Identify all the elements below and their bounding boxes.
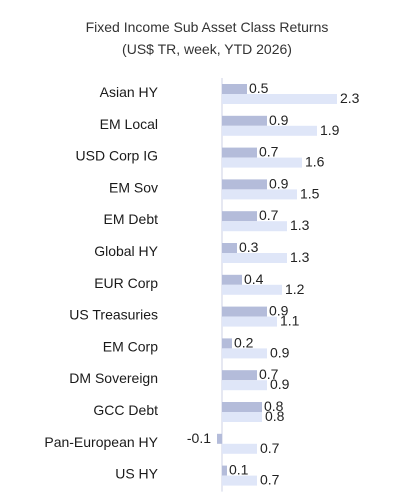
bar-ytd: [222, 189, 297, 200]
category-label: Asian HY: [100, 84, 159, 100]
bar-ytd: [222, 412, 262, 422]
data-label-week: 0.9: [269, 303, 289, 319]
data-label-ytd: 1.2: [285, 281, 305, 297]
bar-week: [222, 115, 267, 126]
category-label: Global HY: [94, 243, 158, 259]
bar-week: [217, 433, 222, 444]
data-label-ytd: 0.8: [265, 408, 285, 424]
data-label-week: 0.3: [239, 239, 259, 255]
category-label: EM Sov: [109, 179, 158, 195]
data-label-week: 0.9: [269, 175, 289, 191]
data-label-week: 0.8: [264, 398, 284, 414]
data-label-ytd: 1.5: [300, 185, 320, 201]
data-label-ytd: 1.6: [305, 154, 325, 170]
bar-ytd: [222, 348, 267, 359]
bar-ytd: [222, 316, 277, 327]
category-label: GCC Debt: [93, 402, 158, 418]
data-label-week: -0.1: [187, 430, 211, 446]
chart-title: Fixed Income Sub Asset Class Returns: [86, 19, 329, 35]
chart-subtitle: (US$ TR, week, YTD 2026): [122, 41, 292, 57]
data-label-ytd: 0.7: [260, 440, 280, 456]
category-label: Pan-European HY: [44, 434, 158, 450]
bar-ytd: [222, 125, 317, 136]
category-label: EUR Corp: [94, 275, 158, 291]
bar-week: [222, 274, 242, 285]
data-label-ytd: 0.9: [270, 376, 290, 392]
bar-ytd: [222, 221, 287, 232]
bar-week: [222, 147, 257, 158]
data-label-ytd: 1.3: [290, 217, 310, 233]
bar-week: [222, 243, 237, 253]
data-label-week: 0.7: [259, 144, 279, 160]
data-label-week: 0.2: [234, 334, 254, 350]
bar-ytd: [222, 253, 287, 263]
bar-ytd: [222, 380, 267, 391]
category-label: DM Sovereign: [69, 370, 158, 386]
data-label-week: 0.5: [249, 80, 269, 96]
category-label: EM Local: [100, 116, 158, 132]
bar-week: [222, 465, 227, 476]
data-label-ytd: 1.1: [280, 313, 300, 329]
data-label-ytd: 1.3: [290, 249, 310, 265]
bar-week: [222, 211, 257, 222]
category-label: US Treasuries: [69, 307, 158, 323]
data-label-ytd: 2.3: [340, 90, 360, 106]
bar-week: [222, 338, 232, 349]
bar-week: [222, 84, 247, 94]
data-label-ytd: 1.9: [320, 122, 340, 138]
data-label-week: 0.7: [259, 366, 279, 382]
data-label-week: 0.7: [259, 207, 279, 223]
bar-week: [222, 402, 262, 412]
bar-week: [222, 370, 257, 381]
bar-ytd: [222, 443, 257, 454]
category-label: EM Corp: [103, 338, 158, 354]
bar-ytd: [222, 94, 337, 104]
bar-week: [222, 306, 267, 317]
data-label-ytd: 0.9: [270, 344, 290, 360]
bar-ytd: [222, 284, 282, 295]
data-label-week: 0.4: [244, 271, 264, 287]
category-label: USD Corp IG: [76, 148, 158, 164]
category-label: EM Debt: [104, 211, 159, 227]
bar-ytd: [222, 157, 302, 168]
data-label-ytd: 0.7: [260, 472, 280, 488]
category-label: US HY: [115, 466, 158, 482]
bar-ytd: [222, 475, 257, 486]
data-label-week: 0.1: [229, 462, 249, 478]
data-label-week: 0.9: [269, 112, 289, 128]
bar-week: [222, 179, 267, 190]
plot-area: Asian HY 0.5 2.3 EM Local 0.9 1.9 USD Corp IG 0…: [44, 78, 360, 492]
